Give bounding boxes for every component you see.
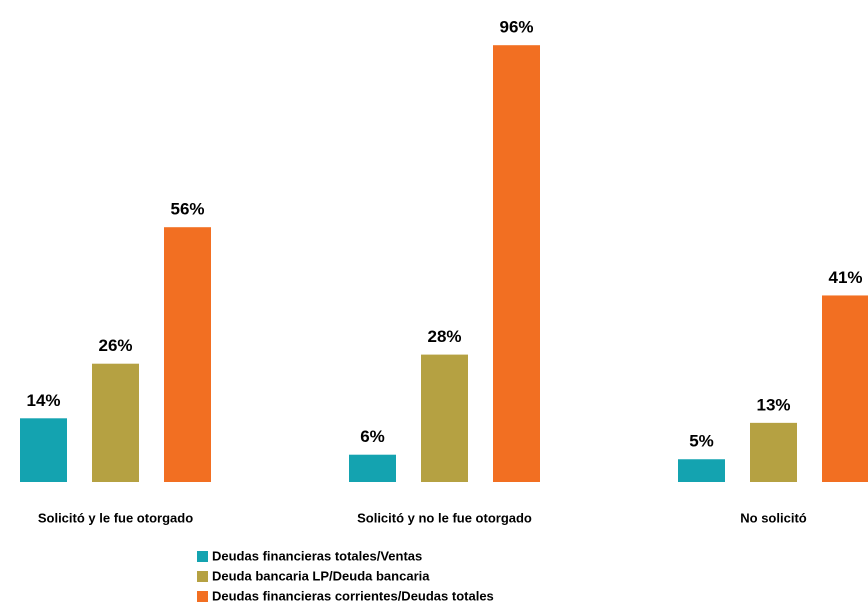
value-label: 13% [756,395,790,414]
category-label: Solicitó y le fue otorgado [38,510,193,525]
bar [349,454,396,482]
legend-swatch [197,571,208,582]
bar [750,422,797,482]
legend-label: Deuda bancaria LP/Deuda bancaria [212,568,430,583]
bar [20,418,67,482]
legend-label: Deudas financieras totales/Ventas [212,548,422,563]
value-label: 28% [427,327,461,346]
value-label: 96% [499,18,533,37]
value-label: 56% [170,200,204,219]
bar [493,45,540,482]
bar [164,227,211,482]
value-label: 14% [26,391,60,410]
bar [822,295,868,482]
bar [92,363,139,482]
value-label: 41% [828,268,862,287]
legend-label: Deudas financieras corrientes/Deudas tot… [212,588,494,603]
legend-swatch [197,551,208,562]
bar [678,459,725,482]
value-label: 6% [360,427,385,446]
category-label: Solicitó y no le fue otorgado [357,510,532,525]
value-label: 26% [98,336,132,355]
value-label: 5% [689,432,714,451]
bar [421,354,468,482]
legend-swatch [197,591,208,602]
category-label: No solicitó [740,510,807,525]
